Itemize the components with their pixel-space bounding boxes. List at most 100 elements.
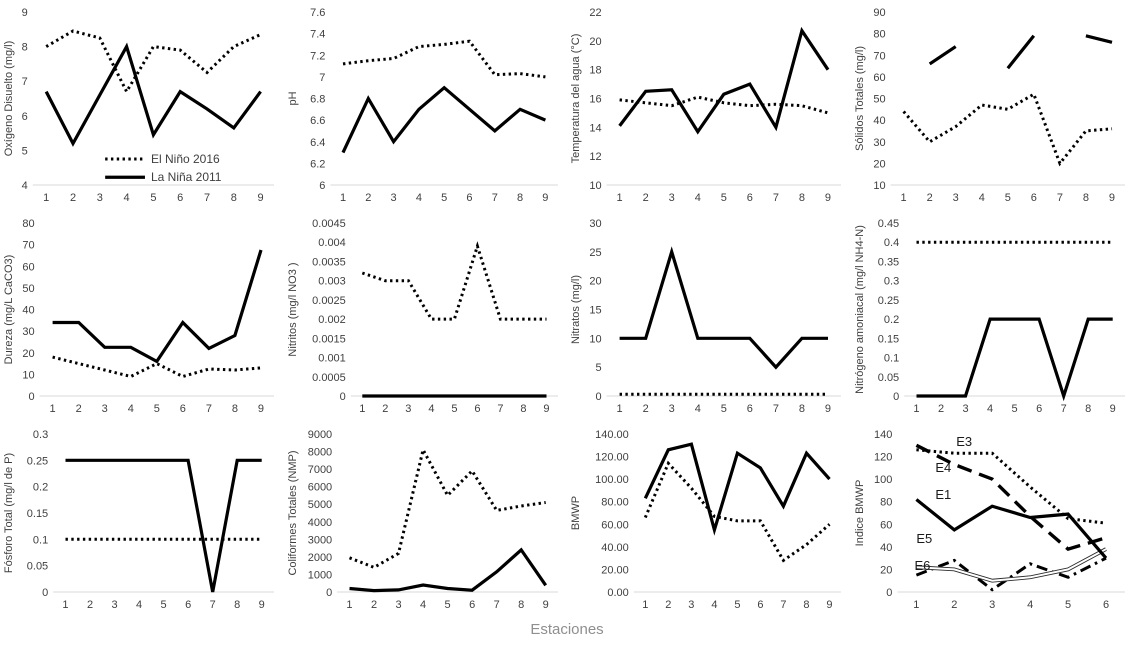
y-tick-label: 9000 (307, 429, 331, 441)
x-tick-label: 3 (688, 599, 694, 611)
y-tick-label: 60 (22, 261, 34, 273)
x-tick-label: 9 (258, 192, 264, 204)
x-tick-label: 3 (952, 192, 958, 204)
x-tick-label: 4 (978, 192, 984, 204)
y-tick-label: 0 (595, 391, 601, 403)
x-tick-label: 7 (1056, 192, 1062, 204)
y-tick-label: 1000 (307, 569, 331, 581)
series-la-ni-a-2011 (343, 88, 545, 153)
y-tick-label: 8 (22, 42, 28, 54)
x-tick-label: 8 (232, 403, 238, 415)
y-tick-label: 60.00 (601, 519, 629, 531)
series-label-e3: E3 (956, 434, 972, 449)
series-la-ni-a-2011 (53, 250, 261, 361)
x-tick-label: 4 (420, 599, 426, 611)
x-tick-label: 5 (1011, 403, 1017, 415)
x-tick-label: 6 (177, 192, 183, 204)
x-tick-label: 1 (913, 599, 919, 611)
x-tick-label: 4 (987, 403, 993, 415)
series-label-e6: E6 (914, 558, 930, 573)
y-tick-label: 3000 (307, 534, 331, 546)
x-tick-label: 4 (128, 403, 134, 415)
y-tick-label: 0.00 (607, 587, 628, 599)
x-tick-label: 1 (50, 403, 56, 415)
x-tick-label: 6 (474, 403, 480, 415)
y-axis-title: Nitrógeno amoniacal (mg/l NH4-N) (854, 225, 866, 394)
y-tick-label: 0 (326, 587, 332, 599)
y-axis-title: Fósforo Total (mg/l de P) (3, 453, 15, 573)
y-tick-label: 0.1 (33, 534, 48, 546)
y-tick-label: 0.0025 (312, 295, 346, 307)
x-axis-title: Estaciones (0, 618, 1134, 657)
x-tick-label: 4 (1027, 599, 1033, 611)
x-tick-label: 2 (937, 403, 943, 415)
x-tick-label: 3 (111, 599, 117, 611)
y-tick-label: 120 (874, 452, 892, 464)
y-tick-label: 0.2 (33, 482, 48, 494)
y-tick-label: 0 (28, 391, 34, 403)
x-tick-label: 7 (491, 192, 497, 204)
x-tick-label: 9 (543, 403, 549, 415)
y-tick-label: 2000 (307, 552, 331, 564)
x-tick-label: 6 (747, 192, 753, 204)
y-tick-label: 50 (873, 94, 885, 106)
y-tick-label: 10 (22, 369, 34, 381)
series-el-ni-o-2016 (903, 94, 1111, 163)
x-tick-label: 8 (518, 599, 524, 611)
x-tick-label: 5 (451, 403, 457, 415)
x-tick-label: 1 (617, 403, 623, 415)
x-tick-label: 3 (405, 403, 411, 415)
y-tick-label: 40 (880, 542, 892, 554)
x-tick-label: 1 (900, 192, 906, 204)
series-el-ni-o-2016 (349, 450, 545, 568)
x-tick-label: 2 (643, 403, 649, 415)
y-tick-label: 7.2 (310, 50, 325, 62)
y-tick-label: 0.0035 (312, 256, 346, 268)
x-tick-label: 7 (780, 599, 786, 611)
x-tick-label: 3 (102, 403, 108, 415)
y-tick-label: 30 (873, 137, 885, 149)
series-la-ni-a-2011 (916, 319, 1112, 396)
y-tick-label: 0.15 (27, 508, 48, 520)
y-tick-label: 10 (589, 180, 601, 192)
x-tick-label: 8 (517, 192, 523, 204)
x-tick-label: 3 (390, 192, 396, 204)
x-tick-label: 4 (711, 599, 717, 611)
y-tick-label: 10 (589, 333, 601, 345)
series-label-e5: E5 (916, 531, 932, 546)
chart-canvas-nitritos: 00.00050.0010.00150.0020.00250.0030.0035… (284, 211, 568, 422)
x-tick-label: 6 (185, 599, 191, 611)
series-label-e1: E1 (935, 487, 951, 502)
y-tick-label: 0 (339, 391, 345, 403)
x-tick-label: 5 (1004, 192, 1010, 204)
y-tick-label: 0.05 (27, 561, 48, 573)
x-tick-label: 6 (1030, 192, 1036, 204)
x-tick-label: 1 (642, 599, 648, 611)
y-axis-title: Indice BMWP (854, 480, 866, 547)
y-tick-label: 7.6 (310, 7, 325, 19)
x-tick-label: 8 (1082, 192, 1088, 204)
y-axis-title: Sólidos Totales (mg/l) (854, 46, 866, 151)
series-el-ni-o-2016 (46, 31, 260, 92)
y-tick-label: 140.00 (595, 429, 629, 441)
y-tick-label: 30 (22, 326, 34, 338)
x-tick-label: 9 (825, 403, 831, 415)
y-tick-label: 90 (873, 7, 885, 19)
x-tick-label: 9 (825, 192, 831, 204)
x-tick-label: 1 (62, 599, 68, 611)
x-tick-label: 4 (136, 599, 142, 611)
y-tick-label: 12 (589, 151, 601, 163)
y-tick-label: 0.15 (877, 333, 898, 345)
y-tick-label: 50 (22, 283, 34, 295)
series-la-ni-a-2011 (66, 460, 262, 592)
x-tick-label: 2 (87, 599, 93, 611)
y-tick-label: 15 (589, 305, 601, 317)
